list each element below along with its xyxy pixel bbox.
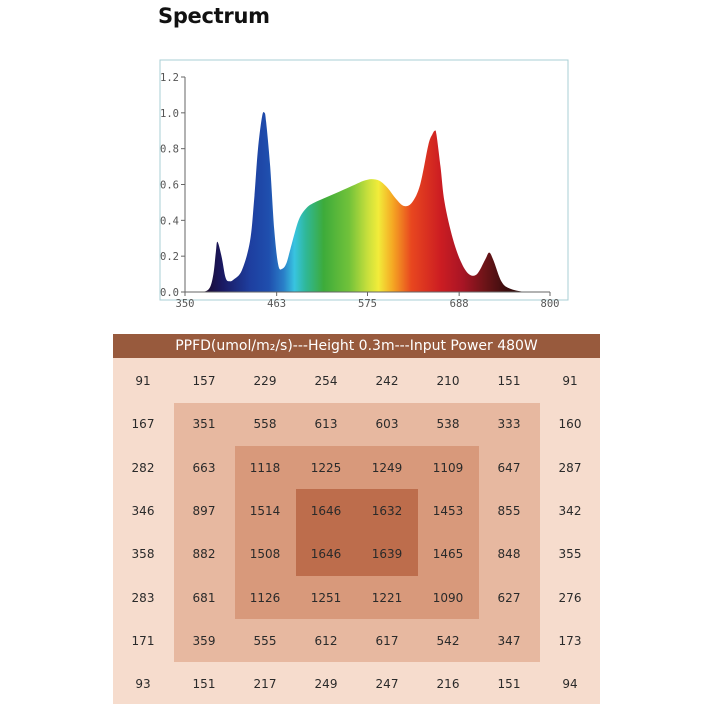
ppfd-cell: 351 bbox=[192, 417, 216, 432]
ppfd-cell: 1225 bbox=[310, 460, 342, 475]
ppfd-cell: 1118 bbox=[249, 460, 281, 475]
y-tick-label: 1.0 bbox=[160, 108, 179, 120]
ppfd-cell: 1508 bbox=[249, 547, 281, 562]
x-tick-label: 463 bbox=[267, 298, 286, 310]
x-tick-label: 575 bbox=[358, 298, 377, 310]
spectrum-title: Spectrum bbox=[158, 4, 270, 28]
ppfd-cell: 612 bbox=[314, 633, 338, 648]
ppfd-cell: 229 bbox=[253, 374, 277, 388]
ppfd-cell: 1514 bbox=[249, 503, 281, 518]
ppfd-cell: 558 bbox=[253, 417, 277, 432]
ppfd-cell: 151 bbox=[497, 374, 521, 388]
ppfd-header: PPFD(umol/m₂/s)---Height 0.3m---Input Po… bbox=[113, 334, 600, 358]
ppfd-cell: 1109 bbox=[432, 460, 464, 475]
x-axis-ticks: 350 463 575 688 800 bbox=[176, 292, 560, 310]
y-tick-label: 0.6 bbox=[160, 180, 179, 192]
ppfd-cell: 93 bbox=[135, 677, 151, 692]
x-tick-label: 350 bbox=[176, 298, 195, 310]
ppfd-cell: 681 bbox=[192, 590, 216, 605]
ppfd-cell: 282 bbox=[131, 460, 155, 475]
ppfd-cell: 1632 bbox=[371, 503, 403, 518]
ppfd-cell: 254 bbox=[314, 374, 338, 388]
ppfd-cell: 1251 bbox=[310, 590, 342, 605]
ppfd-cell: 216 bbox=[436, 677, 460, 692]
ppfd-cell: 848 bbox=[497, 547, 521, 562]
ppfd-cell: 157 bbox=[192, 374, 216, 388]
y-tick-label: 0.0 bbox=[160, 287, 179, 299]
y-axis-ticks: 0.0 0.2 0.4 0.6 0.8 1.0 1.2 bbox=[160, 72, 185, 299]
ppfd-grid: PPFD(umol/m₂/s)---Height 0.3m---Input Po… bbox=[113, 334, 600, 704]
ppfd-cell: 173 bbox=[558, 633, 582, 648]
ppfd-cell: 617 bbox=[375, 633, 399, 648]
ppfd-cell: 347 bbox=[497, 633, 521, 648]
ppfd-cell: 1639 bbox=[371, 547, 403, 562]
ppfd-cell: 1249 bbox=[371, 460, 403, 475]
ppfd-cell: 1090 bbox=[432, 590, 464, 605]
ppfd-cell: 167 bbox=[131, 417, 155, 432]
x-tick-label: 800 bbox=[541, 298, 560, 310]
ppfd-cell: 342 bbox=[558, 503, 582, 518]
ppfd-cell: 663 bbox=[192, 460, 216, 475]
ppfd-cell: 538 bbox=[436, 417, 460, 432]
spectrum-curve bbox=[185, 111, 550, 292]
ppfd-cell: 276 bbox=[558, 590, 582, 605]
ppfd-cell: 210 bbox=[436, 374, 460, 388]
x-tick-label: 688 bbox=[450, 298, 469, 310]
plot-frame bbox=[159, 59, 569, 301]
ppfd-cell: 359 bbox=[192, 633, 216, 648]
ppfd-cell: 627 bbox=[497, 590, 521, 605]
y-tick-label: 1.2 bbox=[160, 72, 179, 84]
ppfd-cell: 1646 bbox=[310, 547, 342, 562]
ppfd-cell: 94 bbox=[562, 677, 578, 692]
ppfd-cell: 91 bbox=[562, 374, 578, 388]
ppfd-cell: 346 bbox=[131, 503, 155, 518]
y-tick-label: 0.4 bbox=[160, 215, 179, 227]
ppfd-cell: 333 bbox=[497, 417, 521, 432]
y-tick-label: 0.2 bbox=[160, 251, 179, 263]
ppfd-cell: 647 bbox=[497, 460, 521, 475]
ppfd-cell: 603 bbox=[375, 417, 399, 432]
ppfd-cell: 283 bbox=[131, 590, 155, 605]
ppfd-cell: 249 bbox=[314, 677, 338, 692]
ppfd-cell: 151 bbox=[497, 677, 521, 692]
ppfd-cell: 1221 bbox=[371, 590, 403, 605]
ppfd-cell: 1126 bbox=[249, 590, 281, 605]
ppfd-cell: 1453 bbox=[432, 503, 464, 518]
spectrum-chart: 0.0 0.2 0.4 0.6 0.8 1.0 1.2 350 463 575 688 800 bbox=[159, 59, 569, 310]
ppfd-cell: 247 bbox=[375, 677, 399, 692]
ppfd-cell: 555 bbox=[253, 633, 277, 648]
ppfd-cell: 287 bbox=[558, 460, 582, 475]
ppfd-cell: 1646 bbox=[310, 503, 342, 518]
y-tick-label: 0.8 bbox=[160, 144, 179, 156]
ppfd-cell: 882 bbox=[192, 547, 216, 562]
ppfd-cell: 613 bbox=[314, 417, 338, 432]
ppfd-cell: 358 bbox=[131, 547, 155, 562]
ppfd-cell: 855 bbox=[497, 503, 521, 518]
ppfd-cell: 171 bbox=[131, 633, 155, 648]
ppfd-cell: 160 bbox=[558, 417, 582, 432]
ppfd-cell: 355 bbox=[558, 547, 582, 562]
ppfd-cell: 217 bbox=[253, 677, 277, 692]
ppfd-cell: 151 bbox=[192, 677, 216, 692]
ppfd-cell: 897 bbox=[192, 503, 216, 518]
ppfd-cell: 1465 bbox=[432, 547, 464, 562]
ppfd-cell: 242 bbox=[375, 374, 399, 388]
ppfd-cell: 91 bbox=[135, 374, 151, 388]
ppfd-ring-3 bbox=[295, 489, 418, 576]
ppfd-cell: 542 bbox=[436, 633, 460, 648]
